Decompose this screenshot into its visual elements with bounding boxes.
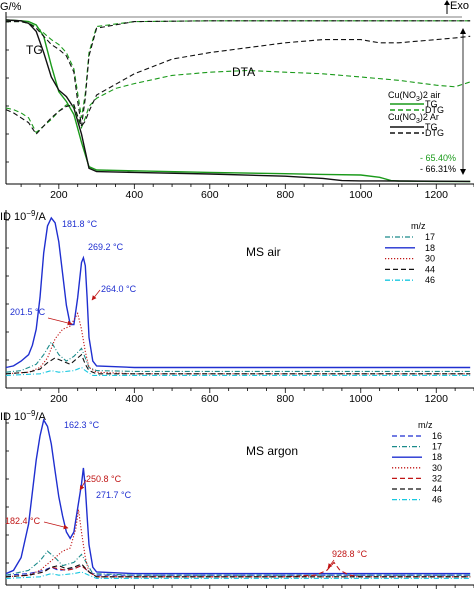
series-ms_argon-17 <box>5 550 471 576</box>
annotation-arrow <box>43 521 69 530</box>
annotation-peak-250: 250.8 °C <box>86 474 122 484</box>
legend-label-16: 16 <box>432 431 442 441</box>
legend-title: Cu(NO3)2 air <box>388 90 440 103</box>
series-ms_argon-18 <box>5 418 471 575</box>
mass-loss-ar: - 66.31% <box>420 164 456 174</box>
x-tick-label: 1000 <box>349 393 373 405</box>
series-ms_air-18 <box>5 216 471 369</box>
x-tick-label: 1200 <box>425 189 449 201</box>
series-ms_argon-16 <box>5 564 471 576</box>
exo-arrowhead <box>444 0 450 5</box>
panel-title: MS air <box>246 245 281 259</box>
legend-title: Cu(NO3)2 Ar <box>388 112 439 125</box>
tg-curve-label: TG <box>26 43 43 57</box>
annotation-arrow <box>327 559 335 569</box>
legend-label-17: 17 <box>425 232 435 242</box>
x-tick-label: 600 <box>201 393 219 405</box>
annotation-peak-271: 271.7 °C <box>96 490 132 500</box>
series-ms_air-17 <box>5 340 471 373</box>
series-ms_argon-46 <box>5 571 471 579</box>
dta-curve-label: DTA <box>232 65 255 79</box>
series-ms_air-46 <box>5 366 471 376</box>
series-tg_dta-air-tg <box>5 19 471 183</box>
scale-bar-arrow-bottom <box>460 169 466 175</box>
y-axis-label: ID 10−9/A <box>0 409 46 423</box>
y-axis-label: ID 10−9/A <box>0 209 46 223</box>
legend-label-32: 32 <box>432 473 442 483</box>
annotation-peak-269: 269.2 °C <box>88 242 124 252</box>
legend-label-44: 44 <box>425 264 435 274</box>
legend-dtg-air-label: DTG <box>425 105 444 115</box>
scale-bar-arrow-top <box>460 28 466 34</box>
panel-title: MS argon <box>246 444 298 458</box>
legend-label-30: 30 <box>425 254 435 264</box>
legend-label-18: 18 <box>432 452 442 462</box>
legend-tg-ar-label: TG <box>425 122 438 132</box>
series-tg_dta-Ar-dta <box>5 35 471 135</box>
panel-ms_air: 200 400 600 800 1000 1200 ID 10−9/A MS air m/z17… <box>0 209 474 405</box>
x-tick-label: 400 <box>126 393 144 405</box>
series-tg_dta-air-dtg <box>6 20 471 118</box>
annotation-peak-181: 181.8 °C <box>62 219 98 229</box>
annotation-peak-264: 264.0 °C <box>101 284 137 294</box>
x-tick-label: 600 <box>201 189 219 201</box>
series-ms_argon-32 <box>5 561 471 578</box>
annotation-peak-928: 928.8 °C <box>332 549 368 559</box>
series-ms_argon-44 <box>5 563 471 578</box>
x-tick-label: 800 <box>277 393 295 405</box>
x-tick-label: 1000 <box>349 189 373 201</box>
series-ms_air-30 <box>5 311 471 375</box>
legend-label-46: 46 <box>432 495 442 505</box>
legend-label-44: 44 <box>432 484 442 494</box>
series-tg_dta-air-dta <box>5 69 471 134</box>
y-axis-label: G/% <box>0 1 22 13</box>
annotation-peak-162: 162.3 °C <box>64 420 100 430</box>
annotation-arrow <box>79 479 87 491</box>
legend-title: m/z <box>411 221 426 231</box>
legend-dtg-ar-label: DTG <box>425 128 444 138</box>
legend-title: m/z <box>418 420 433 430</box>
annotation-peak-201: 201.5 °C <box>10 307 46 317</box>
annotation-arrow <box>47 317 73 326</box>
x-tick-label: 200 <box>50 393 68 405</box>
legend-label-30: 30 <box>432 463 442 473</box>
legend-label-17: 17 <box>432 442 442 452</box>
series-tg_dta-Ar-dtg <box>6 20 471 127</box>
panel-tg_dta: 200 400 600 800 1000 1200 G/% Exo TG DTA Cu(NO3)2 … <box>0 0 474 201</box>
legend-label-18: 18 <box>425 243 435 253</box>
annotation-arrow <box>91 289 101 301</box>
legend-label-46: 46 <box>425 275 435 285</box>
x-tick-label: 1200 <box>425 393 449 405</box>
x-tick-label: 800 <box>277 189 295 201</box>
mass-loss-air: - 65.40% <box>420 153 456 163</box>
annotation-peak-182: 182.4 °C <box>5 516 41 526</box>
exo-label: Exo <box>450 0 469 12</box>
legend-tg-air-label: TG <box>425 99 438 109</box>
x-tick-label: 400 <box>126 189 144 201</box>
x-tick-label: 200 <box>50 189 68 201</box>
series-tg_dta-Ar-tg <box>5 19 471 183</box>
series-ms_air-44 <box>5 353 471 375</box>
